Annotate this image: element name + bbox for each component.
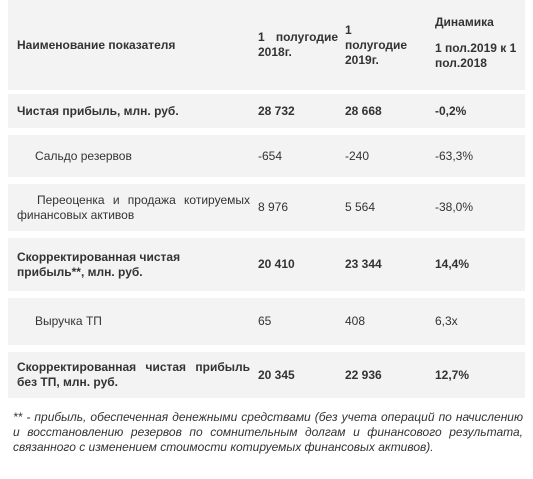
cell: -654 [258, 148, 283, 163]
footnote: ** - прибыль, обеспеченная денежными сре… [13, 410, 523, 454]
header-cell: Динамика 1 пол.2019 к 1 пол.2018 [435, 0, 521, 90]
cell: 65 [258, 314, 272, 328]
cell: Выручка ТП [35, 314, 102, 328]
cell: 23 344 [345, 257, 382, 271]
cell: Сальдо резервов [35, 148, 132, 163]
header-text: 1 полугодие 2018г. [258, 30, 338, 59]
header-text: 1 полугодие 2019г. [345, 22, 408, 67]
cell-text: Скорректированная чистая прибыль без ТП,… [17, 360, 250, 389]
header-text: Наименование показателя [17, 37, 176, 52]
table-row: Переоценка и продажа котируемых финансов… [8, 184, 525, 231]
table-row: Чистая прибыль, млн. руб. 28 732 28 668 … [8, 94, 525, 128]
cell: 6,3х [435, 314, 458, 328]
cell: 22 936 [345, 367, 382, 382]
cell: -63,3% [435, 148, 474, 163]
cell: 20 345 [258, 367, 295, 382]
cell: 12,7% [435, 367, 470, 382]
header-cell: 1 полугодие 2018г. [258, 0, 338, 90]
table-row: Сальдо резервов -654 -240 -63,3% [8, 135, 525, 177]
cell: -240 [345, 148, 370, 163]
header-cell: Наименование показателя [17, 0, 250, 90]
cell-text: Переоценка и продажа котируемых финансов… [17, 192, 250, 222]
cell: -38,0% [435, 200, 474, 214]
table-row: Выручка ТП 65 408 6,3х [8, 298, 525, 345]
cell: Переоценка и продажа котируемых финансов… [17, 184, 250, 231]
cell: 408 [345, 314, 366, 328]
header-row: Наименование показателя 1 полугодие 2018… [8, 0, 525, 90]
cell: 5 564 [345, 200, 376, 214]
cell: Скорректированная чистая прибыль без ТП,… [17, 352, 250, 398]
table-row: Скорректированная чистая прибыль без ТП,… [8, 352, 525, 398]
cell: 28 668 [345, 103, 382, 118]
cell: 28 732 [258, 103, 295, 118]
header-text: Динамика [435, 15, 494, 29]
header-cell: 1 полугодие 2019г. [345, 0, 425, 90]
header-text: 1 пол.2019 к 1 пол.2018 [435, 41, 517, 70]
table-row: Скорректированная чистая прибыль**, млн.… [8, 238, 525, 291]
cell: 20 410 [258, 257, 295, 271]
cell: 14,4% [435, 257, 470, 271]
cell: 8 976 [258, 200, 289, 214]
cell: -0,2% [435, 103, 467, 118]
cell: Чистая прибыль, млн. руб. [17, 103, 179, 118]
cell-text: Скорректированная чистая прибыль**, млн.… [17, 249, 181, 279]
cell: Скорректированная чистая прибыль**, млн.… [17, 238, 250, 291]
